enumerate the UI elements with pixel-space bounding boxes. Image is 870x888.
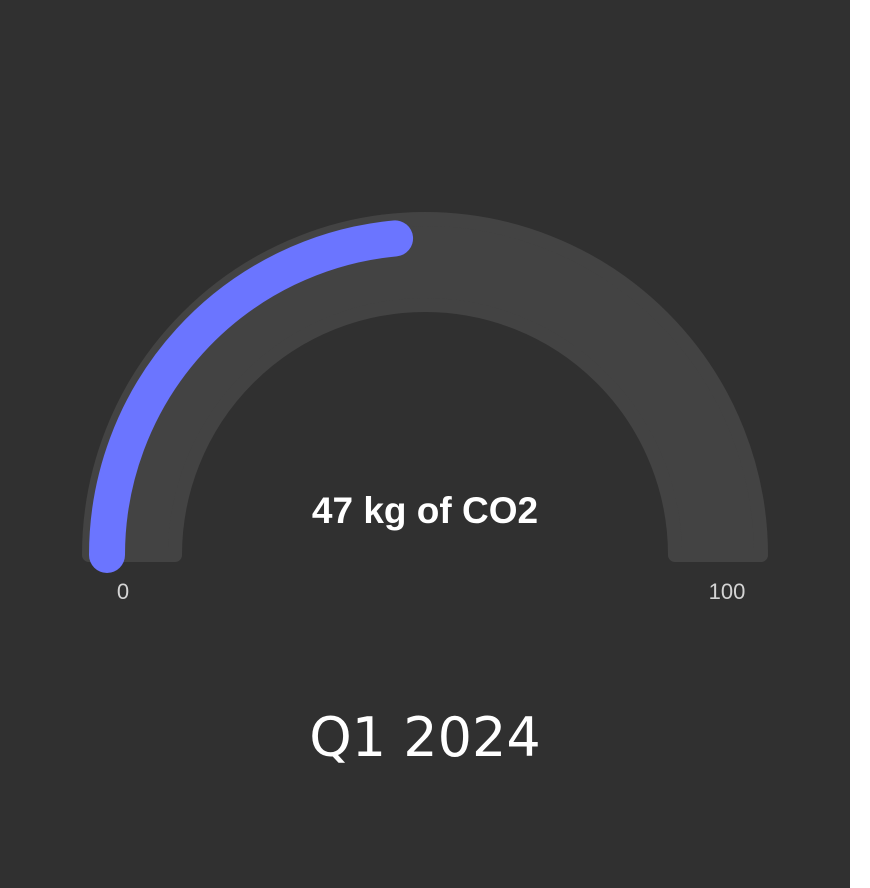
gauge-max-label: 100 — [709, 579, 746, 604]
period-label: Q1 2024 — [309, 706, 541, 769]
gauge-value-arc — [89, 220, 414, 573]
gauge-value-label: 47 kg of CO2 — [312, 490, 538, 531]
gauge-panel: 47 kg of CO2 0 100 Q1 2024 — [0, 0, 850, 888]
gauge-chart: 47 kg of CO2 0 100 — [82, 212, 768, 604]
gauge-min-label: 0 — [117, 579, 129, 604]
